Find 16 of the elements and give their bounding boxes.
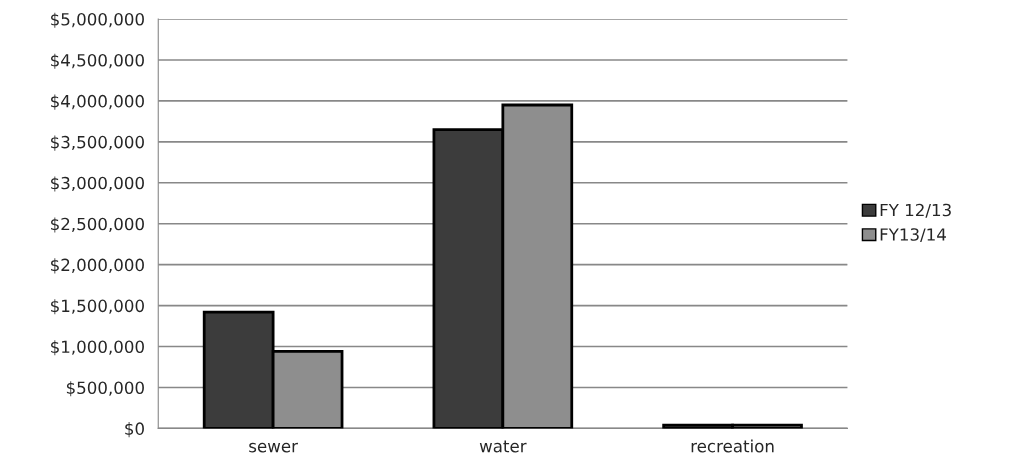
- x-tick-label: sewer: [249, 442, 298, 453]
- y-tick-label: $1,000,000: [51, 340, 144, 356]
- y-tick-label: $2,500,000: [51, 217, 144, 233]
- y-tick-label: $4,500,000: [51, 53, 144, 69]
- y-tick-label: $3,000,000: [51, 176, 144, 192]
- x-tick-label: water: [479, 440, 527, 453]
- x-tick-label: recreation: [691, 439, 774, 453]
- y-tick-label: $0: [125, 422, 144, 438]
- y-tick-label: $2,000,000: [51, 258, 144, 274]
- legend-label: FY 12/13: [880, 203, 951, 218]
- y-tick-label: $4,000,000: [51, 94, 144, 110]
- legend-label: FY13/14: [880, 228, 946, 243]
- y-tick-label: $1,500,000: [51, 299, 144, 315]
- y-tick-label: $500,000: [66, 381, 144, 397]
- y-tick-label: $3,500,000: [51, 135, 144, 151]
- y-tick-label: $5,000,000: [51, 12, 144, 28]
